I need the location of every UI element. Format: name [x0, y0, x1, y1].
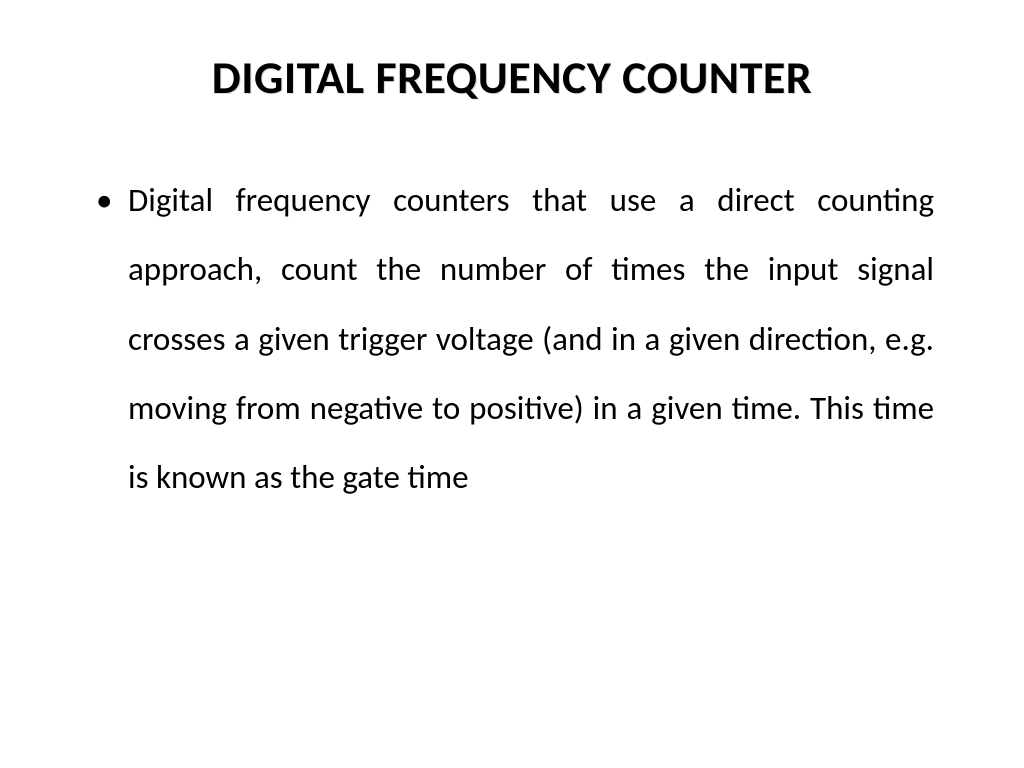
bullet-list: Digital frequency counters that use a di… — [90, 166, 934, 512]
slide-title: DIGITAL FREQUENCY COUNTER — [90, 50, 934, 106]
bullet-item: Digital frequency counters that use a di… — [90, 166, 934, 512]
slide-container: DIGITAL FREQUENCY COUNTER Digital freque… — [0, 0, 1024, 768]
